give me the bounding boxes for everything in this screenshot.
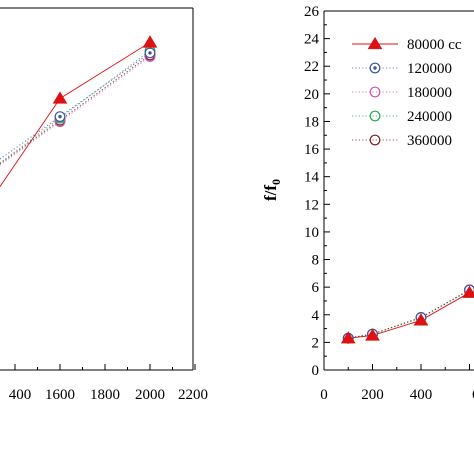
left-series-line <box>0 54 151 165</box>
right-y-tick-label: 14 <box>304 170 320 186</box>
right-data-point <box>462 285 474 298</box>
y-axis-label-subscript: 0 <box>269 179 283 185</box>
left-chart-panel: 400 1600 1800 2000 2200 <box>0 7 208 403</box>
right-series-line <box>348 289 470 339</box>
y-axis-label-main: f/f <box>261 185 280 201</box>
legend-label: 120000 <box>407 61 452 77</box>
legend: 80000 cc 120000 180000 240000 360000 <box>352 36 462 149</box>
right-x-tick-label: 0 <box>320 387 328 403</box>
right-x-tick-label: 200 <box>361 387 384 403</box>
right-x-tick-label: 60 <box>472 387 474 403</box>
right-series-line <box>348 292 470 339</box>
right-y-tick-label: 6 <box>312 280 320 296</box>
right-y-axis-label: f/f0 <box>261 179 283 201</box>
right-y-tick-label: 24 <box>304 32 320 48</box>
right-y-tick-label: 0 <box>312 363 320 379</box>
legend-label: 360000 <box>407 133 452 149</box>
legend-label: 80000 cc <box>407 37 462 53</box>
legend-marker-dot <box>373 66 377 70</box>
left-data-point-dot <box>58 114 62 119</box>
right-y-tick-label: 18 <box>304 114 319 130</box>
right-y-tick-label: 22 <box>304 59 319 75</box>
left-x-tick-label: 400 <box>9 387 32 403</box>
right-y-tick-label: 4 <box>312 308 320 324</box>
right-data-point <box>340 331 356 344</box>
right-data-point <box>365 328 380 341</box>
left-data-point <box>142 35 158 48</box>
legend-label: 180000 <box>407 85 452 101</box>
right-x-tick-label: 400 <box>410 387 433 403</box>
legend-marker <box>367 36 383 50</box>
right-series-line <box>348 289 470 339</box>
right-series-line <box>348 289 470 339</box>
legend-marker <box>369 110 381 122</box>
right-chart-panel: 02468101214161820222426020040060f/f08000… <box>261 4 474 403</box>
legend-marker <box>369 86 381 98</box>
right-y-tick-label: 26 <box>304 4 320 20</box>
right-y-tick-label: 20 <box>304 87 319 103</box>
left-series-line <box>0 56 151 166</box>
left-data-point <box>52 91 68 104</box>
left-x-tick-label: 1800 <box>90 387 120 403</box>
right-data-point <box>413 313 429 326</box>
right-y-tick-label: 12 <box>304 197 319 213</box>
left-x-tick-label: 1600 <box>45 387 75 403</box>
right-y-tick-label: 10 <box>304 225 319 241</box>
left-series-line <box>0 52 151 160</box>
left-x-tick-label: 2000 <box>135 387 165 403</box>
right-y-tick-label: 2 <box>312 335 320 351</box>
left-series-line <box>0 42 151 188</box>
right-y-tick-label: 8 <box>312 253 320 269</box>
right-y-tick-label: 16 <box>304 142 320 158</box>
left-x-tick-label: 2200 <box>178 387 208 403</box>
left-data-point-dot <box>148 51 152 55</box>
right-series-line <box>348 289 470 339</box>
legend-label: 240000 <box>407 109 452 125</box>
legend-marker <box>369 134 381 146</box>
left-series-line <box>0 50 151 164</box>
